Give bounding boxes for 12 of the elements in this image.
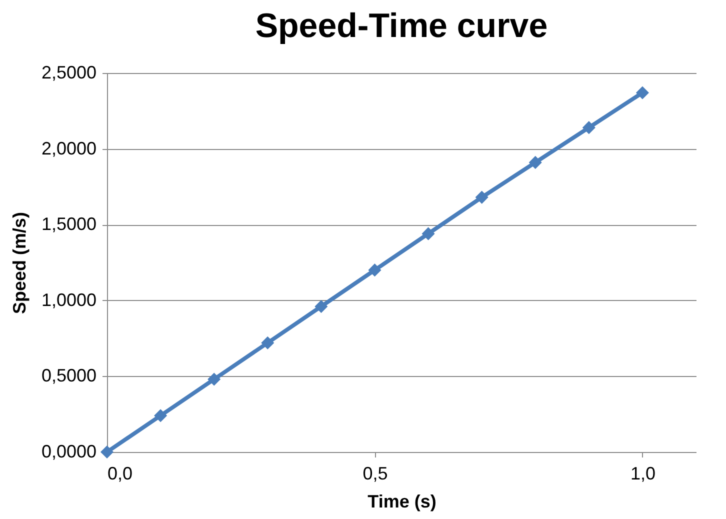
y-tick-label: 0,5000 bbox=[41, 366, 96, 386]
x-axis-title: Time (s) bbox=[368, 492, 436, 512]
x-tick-label: 0,5 bbox=[362, 464, 388, 484]
y-tick-label: 1,5000 bbox=[41, 214, 96, 234]
y-tick-label: 2,5000 bbox=[41, 62, 96, 82]
x-tick-label: 0,0 bbox=[108, 464, 133, 484]
y-tick-label: 1,0000 bbox=[41, 290, 96, 310]
y-tick-label: 0,0000 bbox=[41, 442, 96, 462]
x-tick-label: 1,0 bbox=[630, 464, 656, 484]
y-tick-label: 2,0000 bbox=[41, 138, 96, 158]
y-axis-title: Speed (m/s) bbox=[9, 212, 30, 314]
chart-title: Speed-Time curve bbox=[255, 7, 548, 45]
